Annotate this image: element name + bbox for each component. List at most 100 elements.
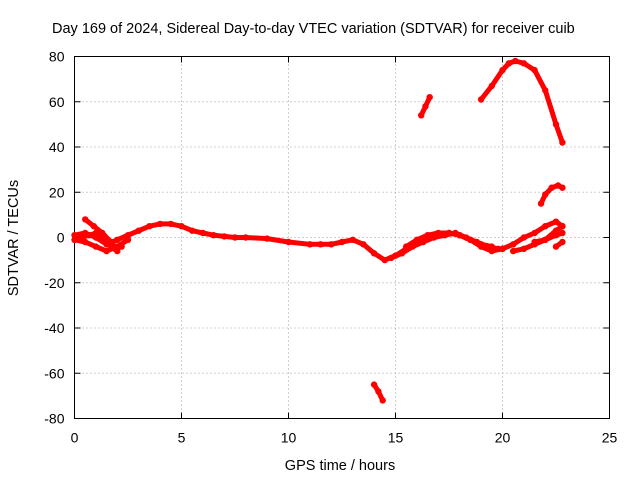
data-point: [135, 227, 142, 234]
y-tick-label: -80: [44, 411, 64, 427]
data-point: [426, 94, 433, 101]
y-tick-labels: -80 -60 -40 -20 0 20 40 60 80: [44, 49, 64, 427]
y-tick-label: 0: [57, 230, 65, 246]
data-point: [559, 223, 566, 230]
data-point: [552, 232, 560, 239]
x-tick-label: 15: [388, 430, 404, 446]
data-point: [505, 60, 513, 67]
axis-ticks: [74, 56, 610, 419]
y-tick-label: 80: [49, 49, 65, 65]
x-tick-label: 10: [281, 430, 297, 446]
data-point: [510, 241, 517, 248]
x-tick-label: 0: [71, 430, 79, 446]
x-tick-label: 25: [602, 430, 618, 446]
y-axis-label: SDTVAR / TECUs: [6, 180, 22, 296]
data-point: [559, 238, 566, 246]
data-point: [221, 233, 228, 240]
data-point: [82, 238, 89, 246]
data-point: [199, 229, 207, 237]
y-tick-label: 60: [49, 94, 65, 110]
data-point: [435, 229, 442, 237]
data-point: [499, 245, 506, 252]
data-point: [445, 229, 453, 237]
data-point: [71, 232, 78, 239]
data-point: [537, 200, 545, 207]
data-point: [167, 220, 174, 228]
data-point: [552, 218, 560, 225]
data-point: [398, 250, 406, 257]
data-point: [375, 388, 382, 395]
data-point: [381, 256, 388, 264]
data-point: [512, 57, 519, 65]
data-point: [317, 241, 324, 248]
data-point: [124, 236, 132, 243]
data-point: [178, 223, 185, 230]
data-point: [542, 191, 549, 198]
x-tick-labels: 0 5 10 15 20 25: [71, 430, 618, 446]
data-point: [477, 96, 485, 103]
data-point: [418, 112, 425, 119]
data-point: [413, 236, 421, 243]
data-point: [467, 236, 474, 243]
x-tick-label: 20: [495, 430, 511, 446]
data-point: [520, 245, 528, 252]
data-point: [542, 223, 549, 230]
data-point: [552, 243, 560, 250]
data-point: [306, 241, 314, 248]
data-point: [552, 121, 560, 128]
data-point: [114, 247, 121, 255]
data-point: [520, 234, 528, 241]
data-point: [531, 238, 538, 246]
series-track-high: [478, 58, 565, 145]
y-tick-label: -60: [44, 365, 64, 381]
data-point: [422, 103, 429, 110]
data-point: [210, 232, 217, 239]
data-point: [82, 216, 89, 223]
data-point: [231, 234, 239, 241]
data-point: [328, 241, 335, 248]
data-point: [189, 227, 196, 234]
data-point: [99, 229, 106, 237]
data-point: [77, 234, 85, 241]
data-point: [531, 66, 538, 74]
data-point: [71, 236, 78, 243]
data-point: [542, 236, 549, 243]
data-point: [388, 254, 395, 262]
data-point: [542, 87, 549, 94]
data-point: [146, 223, 153, 230]
data-point: [103, 247, 110, 255]
grid: [74, 56, 610, 419]
x-axis-label: GPS time / hours: [285, 458, 395, 474]
data-point: [242, 234, 249, 241]
data-point: [424, 232, 431, 239]
data-point: [349, 236, 356, 243]
data-point: [107, 238, 115, 246]
data-point: [559, 229, 566, 237]
data-point: [559, 139, 566, 146]
data-point: [92, 243, 100, 250]
y-tick-label: -40: [44, 320, 64, 336]
data-point: [114, 236, 121, 243]
data-point: [370, 381, 378, 388]
y-tick-label: -20: [44, 275, 64, 291]
data-point: [488, 82, 495, 90]
data-point: [477, 241, 485, 248]
data-point: [156, 220, 164, 228]
data-point: [379, 397, 386, 404]
data-point: [559, 184, 566, 191]
x-tick-label: 5: [178, 430, 186, 446]
data-point: [90, 223, 98, 230]
data-point: [456, 232, 463, 239]
data-point: [403, 243, 410, 250]
data-point: [510, 247, 517, 255]
data-point: [285, 238, 292, 246]
y-tick-label: 40: [49, 139, 65, 155]
y-tick-label: 20: [49, 184, 65, 200]
data-point: [531, 229, 538, 237]
data-point: [520, 60, 528, 67]
data-point: [86, 232, 93, 239]
data-point: [370, 250, 378, 257]
data-point: [548, 184, 555, 191]
data-point: [338, 238, 346, 246]
